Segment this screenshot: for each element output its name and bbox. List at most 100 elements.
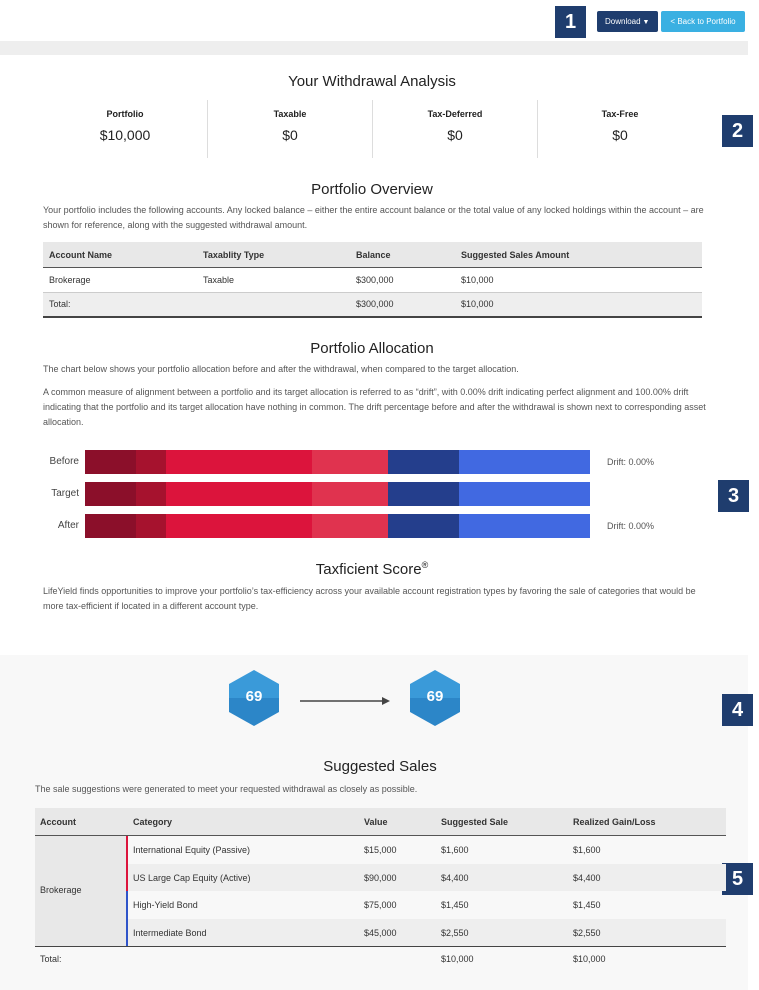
total-sale: $10,000: [441, 954, 474, 964]
stat-divider: [537, 100, 538, 158]
column-header: Value: [364, 817, 388, 827]
section-title: Taxficient Score®: [315, 560, 429, 578]
registered-mark: ®: [421, 560, 429, 570]
table-cell: Intermediate Bond: [133, 927, 207, 938]
bar-segment: [85, 482, 136, 506]
section-title: Suggested Sales: [323, 758, 437, 775]
bar-segment: [165, 482, 313, 506]
table-rule: [35, 946, 726, 947]
badge: 2: [722, 115, 753, 147]
bar-segment: [312, 482, 388, 506]
column-header: Balance: [356, 250, 391, 260]
arrow-icon: [300, 697, 390, 705]
score-hexagon: 69: [409, 669, 461, 727]
total-row-bg: [43, 292, 702, 318]
table-cell: $90,000: [364, 872, 397, 883]
table-cell: $10,000: [461, 275, 494, 285]
bar-segment: [388, 482, 459, 506]
table-cell: $300,000: [356, 275, 394, 285]
table-cell: $2,550: [441, 927, 469, 938]
account-name: Brokerage: [40, 885, 82, 895]
caret: ▼: [640, 19, 650, 26]
score-value: 69: [426, 688, 444, 705]
table-header-bg: [43, 242, 702, 268]
bar-segment: [85, 450, 136, 474]
bar-segment: [85, 514, 136, 538]
bar-segment: [388, 450, 459, 474]
table-cell: $75,000: [364, 900, 397, 910]
row-bg: [126, 918, 726, 946]
section-title: Portfolio Overview: [311, 181, 433, 198]
table-cell: International Equity (Passive): [133, 845, 251, 855]
paragraph: A common measure of alignment between a …: [43, 387, 706, 427]
bar-segment: [458, 514, 590, 538]
bar-segment: [388, 514, 459, 538]
paragraph: Your portfolio includes the following ac…: [43, 205, 704, 230]
column-header: Realized Gain/Loss: [573, 817, 656, 827]
table-cell: Taxable: [203, 275, 235, 285]
section-title: Portfolio Allocation: [310, 340, 434, 357]
column-header: Suggested Sales Amount: [461, 250, 570, 260]
total-gain: $10,000: [573, 954, 606, 964]
stat-value: $10,000: [99, 127, 151, 143]
table-header-bg: [35, 808, 726, 836]
stat-divider: [372, 100, 373, 158]
total-balance: $300,000: [356, 299, 394, 309]
stat-label: Portfolio: [106, 109, 144, 119]
bar-segment: [135, 450, 166, 474]
table-cell: $45,000: [364, 927, 397, 938]
score-value: 69: [245, 688, 263, 705]
total-label: Total:: [49, 299, 71, 309]
hexagon: [410, 670, 460, 726]
row-bg: [126, 836, 726, 864]
stat-label: Tax-Deferred: [427, 109, 483, 119]
stat-label: Taxable: [273, 109, 307, 119]
bar-label: Before: [49, 456, 79, 467]
row-bg: [126, 863, 726, 891]
bar-segment: [135, 514, 166, 538]
back-button[interactable]: < Back to Portfolio: [661, 11, 745, 32]
table-cell: $1,450: [441, 900, 469, 910]
bar-label: Target: [51, 488, 79, 499]
column-header: Taxablity Type: [203, 250, 265, 260]
table-cell: Brokerage: [49, 275, 91, 285]
stat-value: $0: [612, 127, 628, 143]
table-cell: $2,550: [573, 927, 601, 938]
total-sales: $10,000: [461, 299, 494, 309]
section-title: Your Withdrawal Analysis: [288, 73, 456, 90]
badge: 5: [722, 863, 753, 895]
paragraph: LifeYield finds opportunities to improve…: [43, 586, 696, 611]
column-header: Account: [40, 817, 76, 827]
stat-value: $0: [282, 127, 298, 143]
badge: 4: [722, 694, 753, 726]
table-cell: $1,600: [441, 845, 469, 855]
stat-label: Tax-Free: [601, 109, 639, 119]
table-cell: $4,400: [573, 872, 601, 883]
row-bg: [126, 891, 726, 919]
divider-strip: [0, 41, 748, 55]
download-button[interactable]: Download ▼: [597, 11, 658, 32]
bar-label: After: [57, 520, 79, 531]
table-cell: $15,000: [364, 845, 397, 855]
score-hexagon: 69: [228, 669, 280, 727]
bar-segment: [458, 450, 590, 474]
hexagon: [229, 670, 279, 726]
bar-segment: [312, 450, 388, 474]
total-label: Total:: [40, 954, 62, 964]
bar-segment: [165, 514, 313, 538]
bar-segment: [312, 514, 388, 538]
account-cell: [35, 836, 126, 946]
bar-segment: [458, 482, 590, 506]
paragraph: The sale suggestions were generated to m…: [35, 784, 418, 794]
column-header: Account Name: [49, 250, 113, 260]
bar-segment: [135, 482, 166, 506]
badge: 1: [555, 6, 586, 38]
drift-label: Drift: 0.00%: [607, 457, 655, 467]
stat-divider: [207, 100, 208, 158]
table-cell: $1,600: [573, 845, 601, 855]
paragraph: The chart below shows your portfolio all…: [43, 364, 519, 374]
drift-label: Drift: 0.00%: [607, 521, 655, 531]
table-cell: High-Yield Bond: [133, 900, 198, 910]
table-cell: US Large Cap Equity (Active): [133, 872, 251, 883]
